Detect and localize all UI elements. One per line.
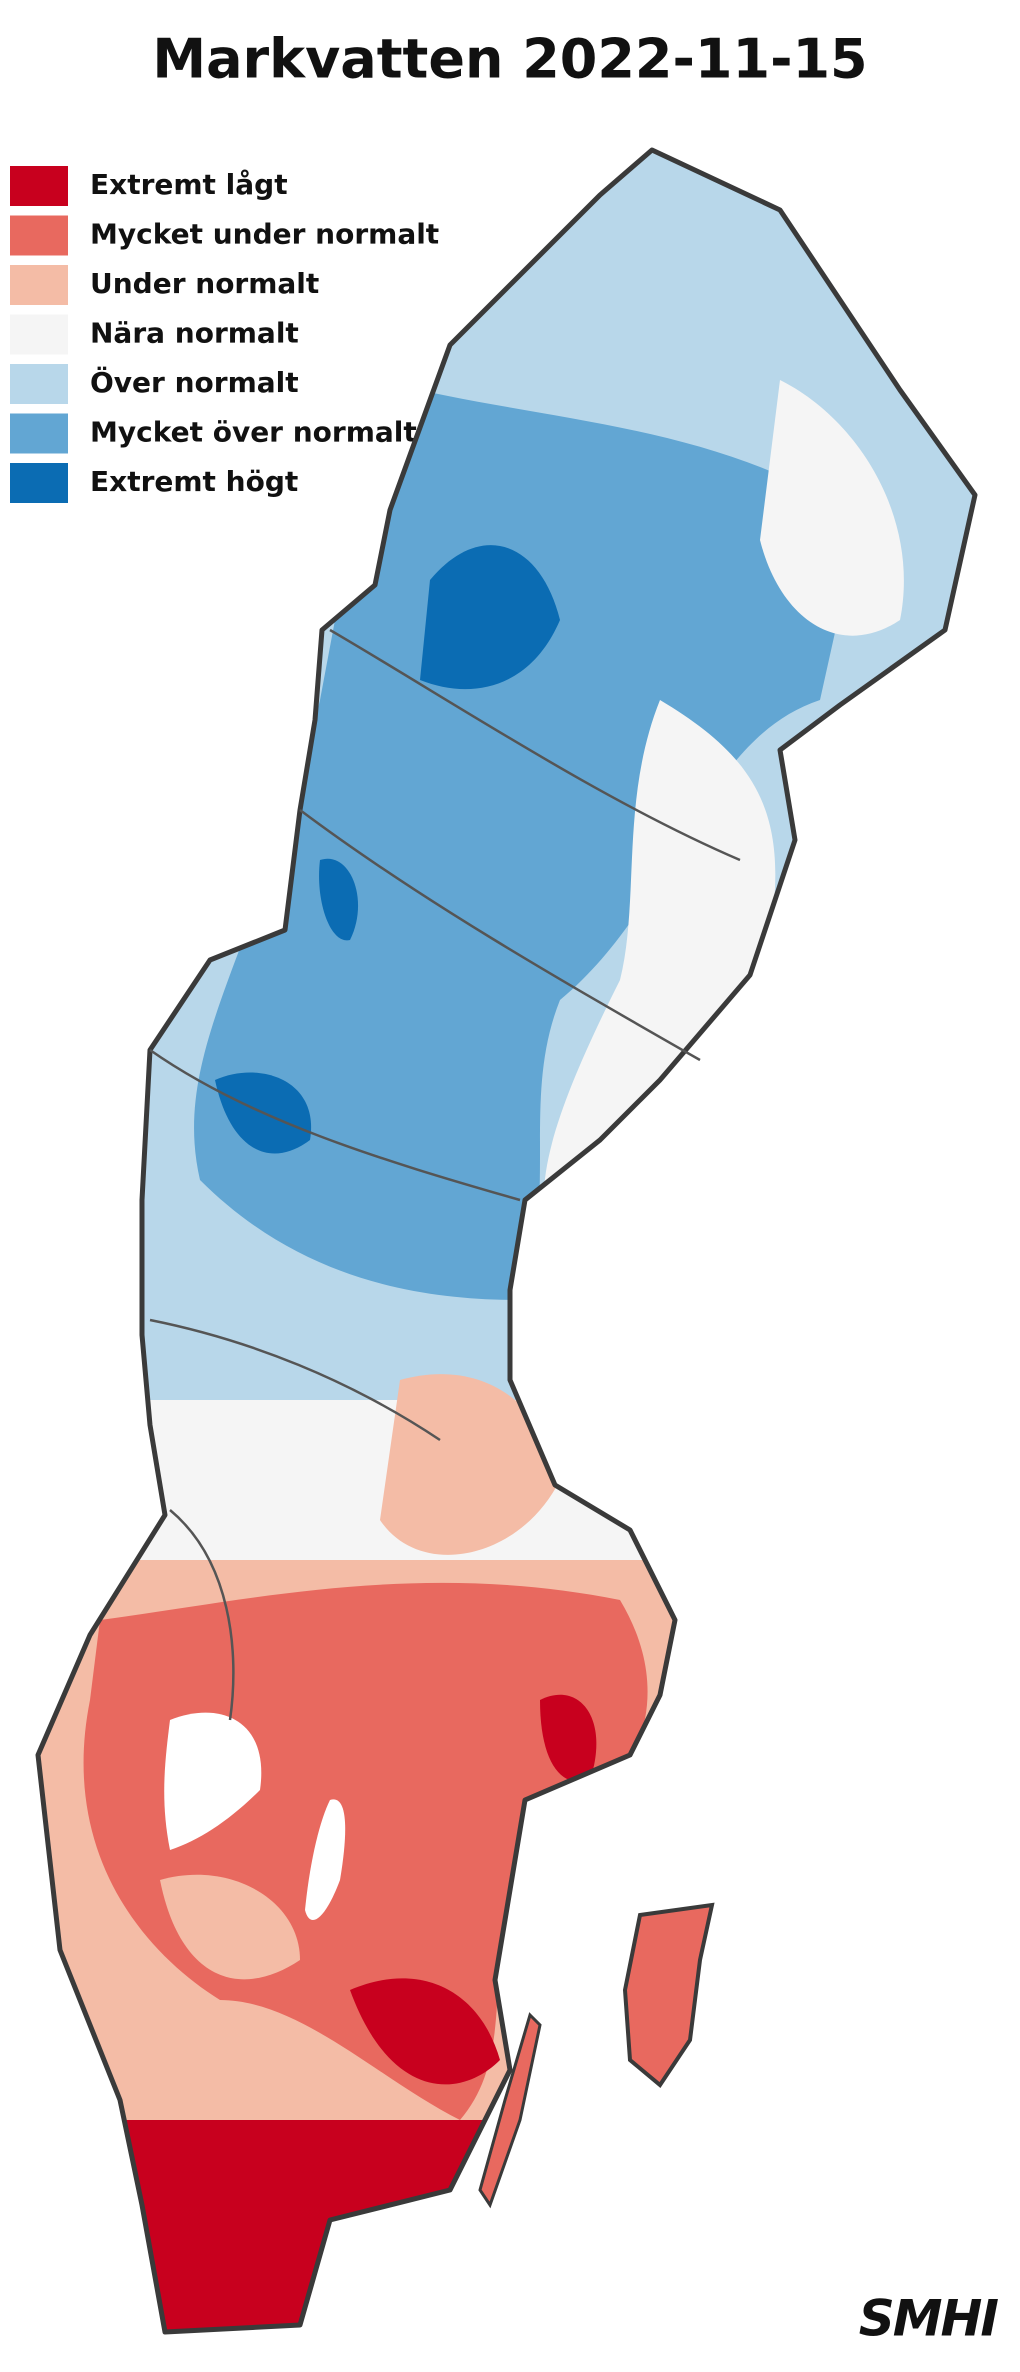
legend-label: Mycket under normalt (90, 218, 439, 251)
legend-swatch (10, 215, 68, 256)
region (760, 380, 904, 636)
lake (164, 1712, 262, 1850)
region (350, 1978, 500, 2085)
region (319, 858, 359, 941)
oland (478, 2012, 542, 2209)
river-basin-border (149, 628, 741, 1721)
legend-swatch (10, 364, 68, 404)
region (194, 380, 860, 1300)
legend-swatch (10, 166, 68, 206)
region (380, 1374, 560, 1555)
legend-label: Nära normalt (90, 317, 299, 350)
legend-swatch (10, 265, 68, 305)
legend-label: Extremt högt (90, 465, 298, 498)
region (160, 1874, 300, 1980)
legend: Extremt lågt Mycket under normalt Under no… (10, 166, 439, 503)
legend-label: Under normalt (90, 267, 319, 300)
legend-swatch (10, 314, 68, 355)
legend-label: Mycket över normalt (90, 416, 417, 449)
region (543, 700, 776, 1250)
map-title: Markvatten 2022-11-15 (152, 28, 867, 91)
legend-swatch (10, 413, 68, 454)
legend-label: Extremt lågt (90, 168, 288, 201)
lake (305, 1799, 346, 1920)
logo: SMHI (859, 2290, 999, 2348)
region (420, 545, 560, 690)
legend-label: Över normalt (90, 365, 299, 399)
gotland (622, 1902, 715, 2088)
region (540, 1694, 597, 1782)
legend-swatch (10, 463, 68, 503)
